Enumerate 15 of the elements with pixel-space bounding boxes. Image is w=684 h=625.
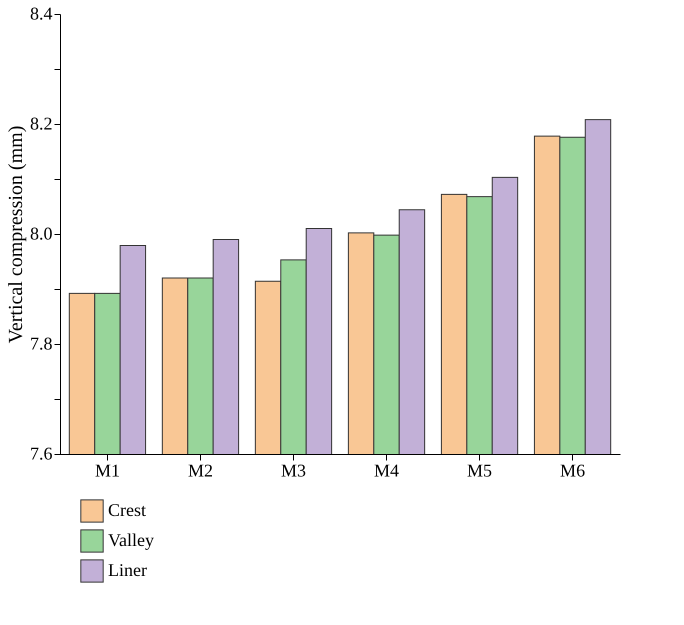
x-tick-label: M5 [467,460,492,480]
x-tick-label: M2 [188,460,213,480]
x-tick-label: M4 [374,460,400,480]
y-axis-title: Vertical compression (mm) [5,126,27,344]
y-tick-label: 7.6 [30,444,52,464]
y-tick-label: 8.2 [30,114,52,134]
y-tick-label: 8.4 [30,4,52,24]
legend-label: Liner [108,560,147,580]
x-tick-label: M3 [280,460,306,480]
x-tick-label: M6 [560,460,586,480]
legend-label: Crest [108,500,146,520]
y-tick-label: 7.8 [30,334,52,354]
x-tick-label: M1 [94,460,120,480]
y-tick-label: 8.0 [30,224,52,244]
legend-label: Valley [108,530,154,550]
